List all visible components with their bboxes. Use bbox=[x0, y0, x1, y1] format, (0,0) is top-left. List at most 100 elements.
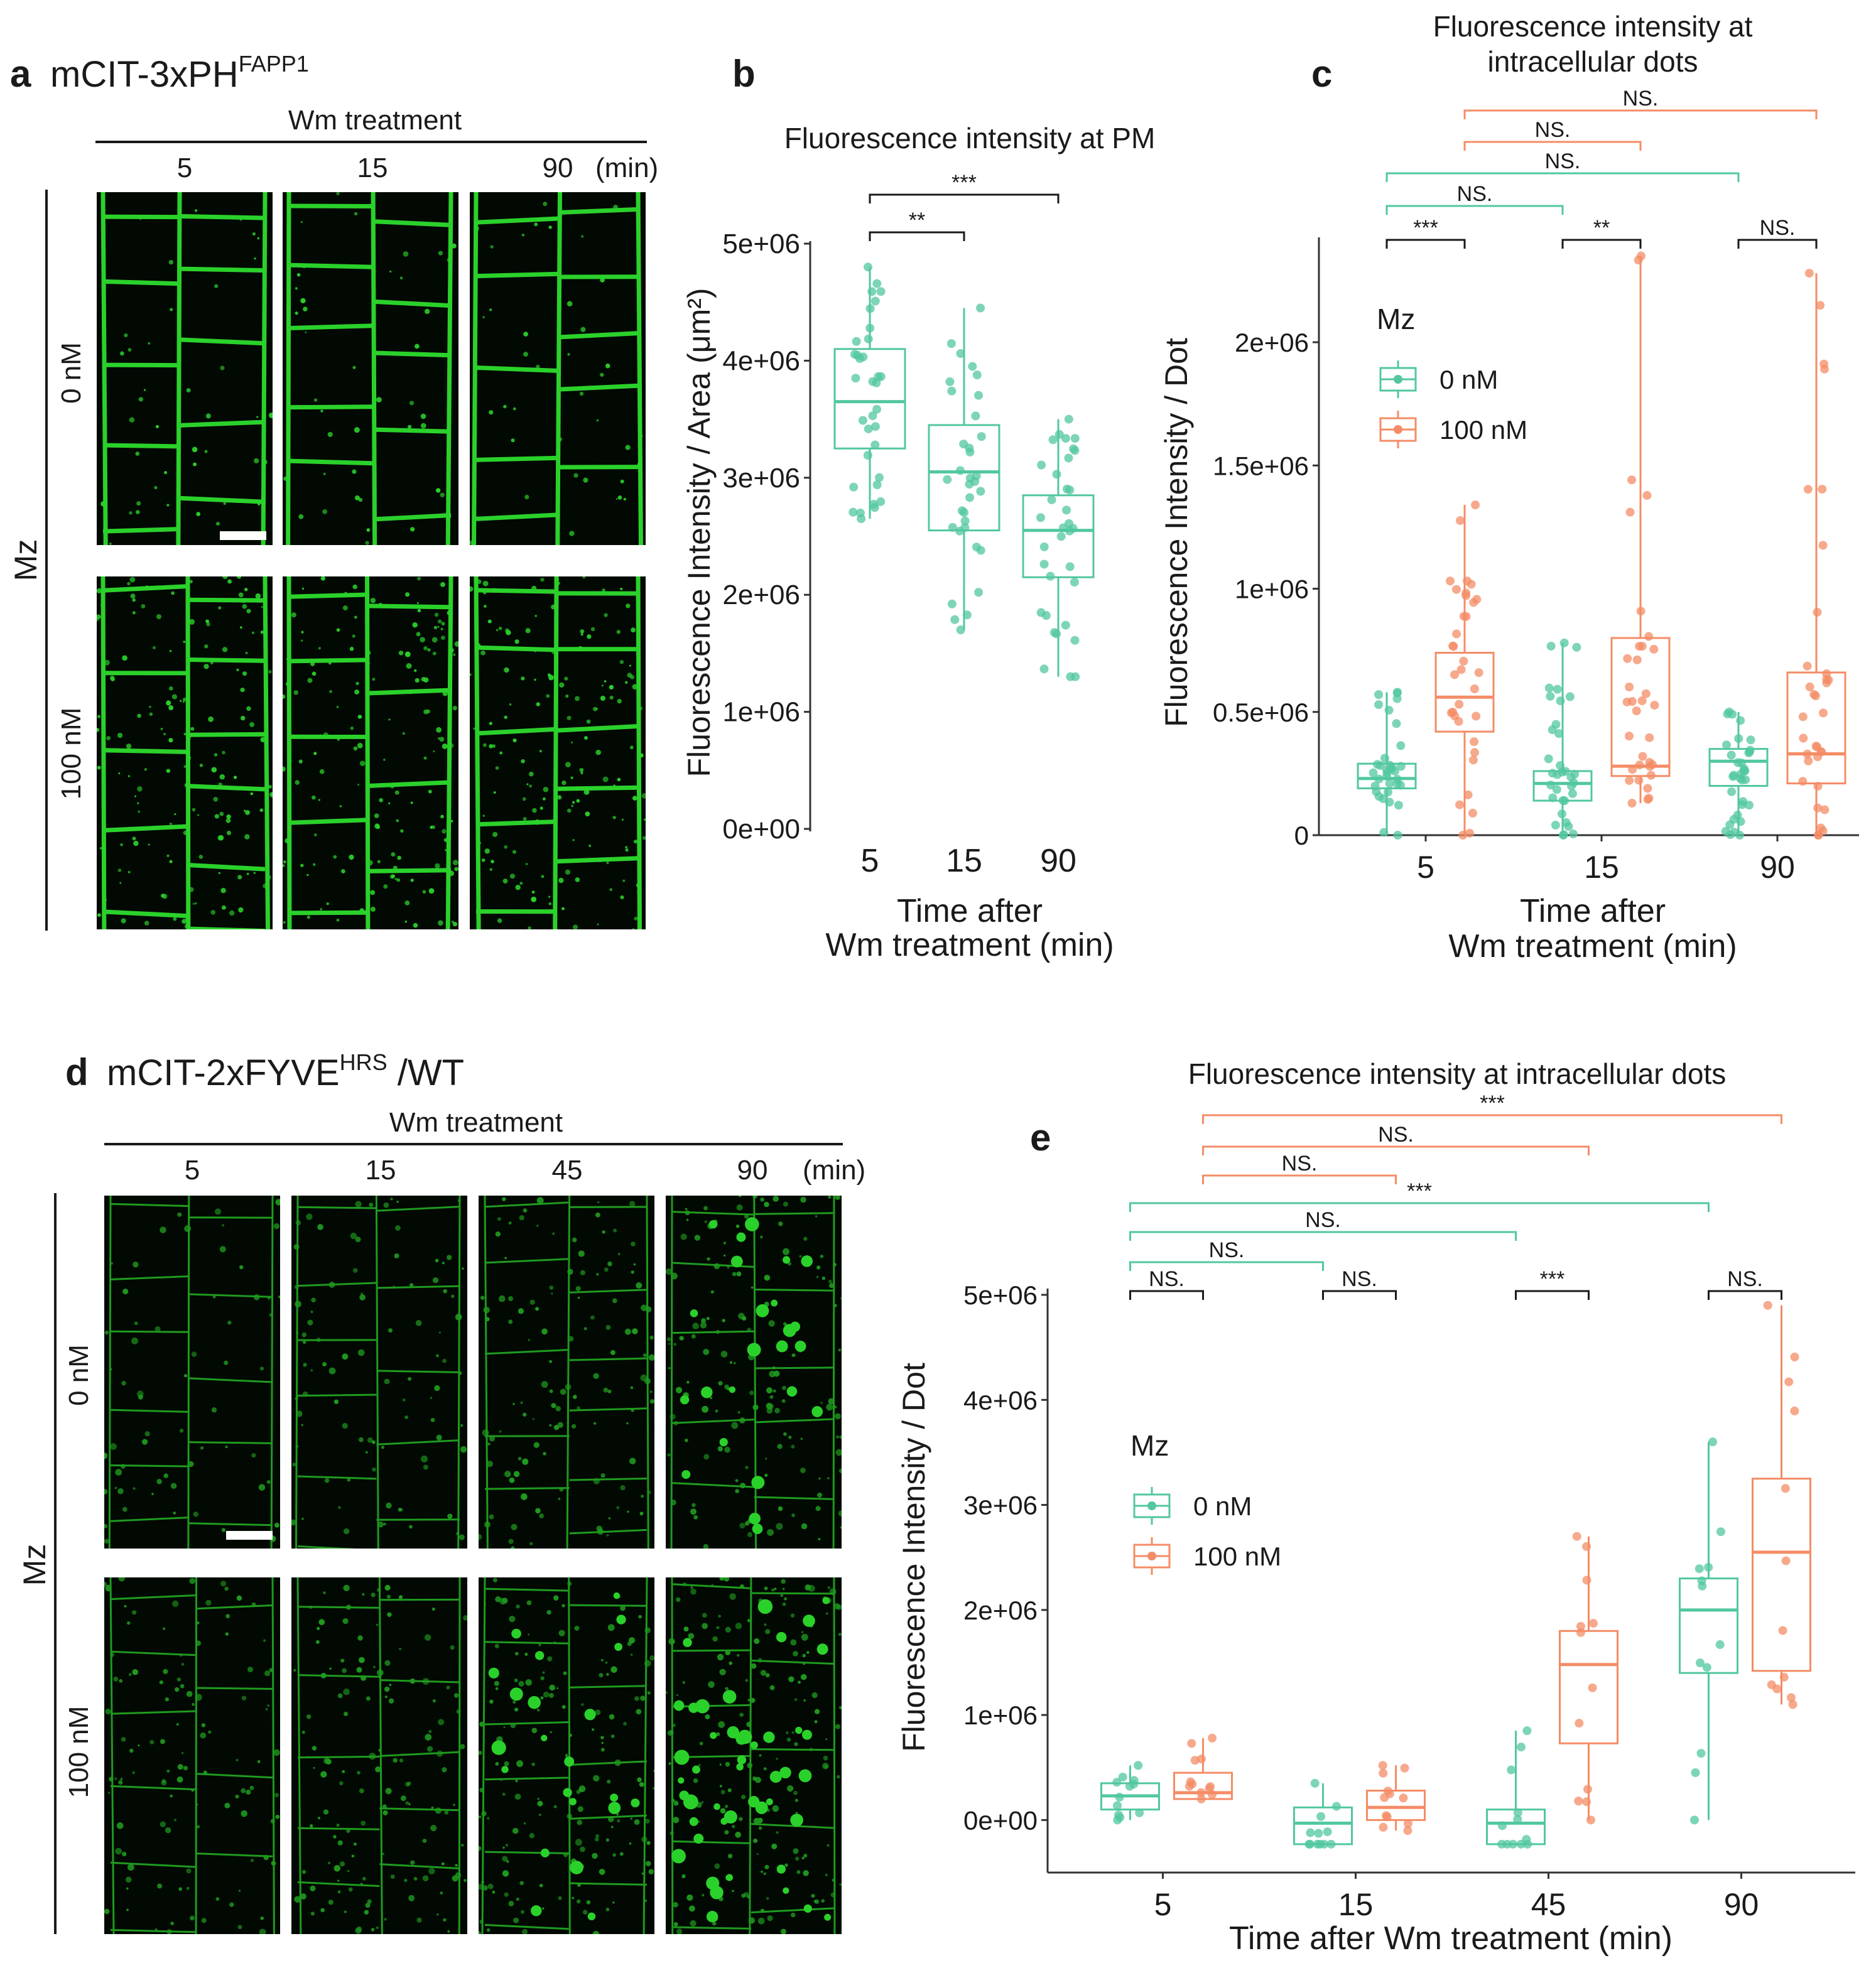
data-point bbox=[870, 296, 880, 306]
significance-label: ** bbox=[909, 208, 925, 232]
micrograph-dot bbox=[354, 427, 360, 433]
micrograph-dot bbox=[296, 273, 301, 277]
micrograph-dot bbox=[617, 1253, 621, 1255]
micrograph-dot bbox=[579, 391, 584, 396]
micrograph-dot bbox=[114, 1777, 117, 1780]
micrograph-dot bbox=[725, 1687, 729, 1691]
micrograph-dot bbox=[130, 593, 136, 599]
micrograph-dot bbox=[732, 1272, 737, 1277]
panel-d-treatment-label: Wm treatment bbox=[389, 1107, 563, 1138]
micrograph-dot bbox=[161, 894, 165, 898]
micrograph-dot bbox=[403, 251, 409, 257]
data-point bbox=[1804, 756, 1813, 765]
micrograph-dot bbox=[482, 814, 485, 817]
micrograph-dot bbox=[524, 1652, 528, 1656]
micrograph-dot bbox=[433, 625, 438, 630]
micrograph-dot bbox=[104, 1489, 108, 1495]
micrograph-dot bbox=[283, 766, 286, 772]
micrograph-dot bbox=[824, 1765, 828, 1769]
micrograph-dot bbox=[203, 664, 209, 669]
micrograph-large-dot bbox=[790, 1814, 803, 1827]
micrograph-dot bbox=[186, 1886, 190, 1890]
micrograph-dot bbox=[647, 1490, 651, 1495]
micrograph-dot bbox=[588, 844, 592, 847]
micrograph-dot bbox=[703, 1348, 710, 1355]
micrograph-dot bbox=[163, 732, 166, 735]
data-point bbox=[1727, 787, 1737, 796]
micrograph-cell-wall bbox=[296, 1577, 302, 1934]
micrograph-dot bbox=[534, 678, 536, 681]
micrograph-dot bbox=[408, 1803, 411, 1805]
micrograph-dot bbox=[181, 1752, 184, 1754]
micrograph-cell-wall bbox=[372, 299, 452, 308]
micrograph-dot bbox=[370, 890, 376, 895]
micrograph-dot bbox=[603, 1387, 609, 1393]
micrograph-dot bbox=[268, 412, 273, 418]
micrograph-dot bbox=[430, 1825, 437, 1832]
micrograph-dot bbox=[103, 819, 106, 822]
micrograph-dot bbox=[502, 879, 508, 884]
data-point bbox=[1738, 800, 1747, 809]
data-point bbox=[1382, 768, 1392, 777]
data-point bbox=[1393, 831, 1402, 840]
y-tick-label: 4e+06 bbox=[722, 345, 800, 376]
micrograph-dot bbox=[240, 626, 242, 629]
micrograph-cell-wall bbox=[568, 1760, 648, 1766]
micrograph-dot bbox=[607, 1816, 614, 1822]
micrograph-dot bbox=[491, 860, 494, 863]
micrograph-dot bbox=[644, 1627, 651, 1633]
micrograph-dot bbox=[548, 225, 552, 229]
micrograph-dot bbox=[593, 1775, 600, 1781]
micrograph-dot bbox=[551, 604, 556, 610]
micrograph-dot bbox=[739, 1817, 743, 1821]
micrograph-dot bbox=[595, 708, 598, 710]
micrograph-dot bbox=[484, 605, 487, 608]
micrograph-dot bbox=[184, 782, 190, 788]
micrograph-dot bbox=[460, 1446, 467, 1453]
data-point bbox=[864, 334, 873, 343]
micrograph-dot bbox=[448, 870, 455, 877]
micrograph-dot bbox=[602, 776, 609, 782]
micrograph-dot bbox=[104, 1581, 107, 1587]
micrograph-dot bbox=[514, 639, 519, 644]
data-point bbox=[1115, 1792, 1124, 1802]
micrograph-dot bbox=[182, 919, 187, 924]
micrograph-dot bbox=[794, 1742, 798, 1746]
micrograph-cell-wall bbox=[475, 645, 557, 652]
micrograph-dot bbox=[412, 622, 418, 628]
micrograph-dot bbox=[186, 388, 191, 393]
micrograph-dot bbox=[254, 458, 259, 463]
micrograph-dot bbox=[769, 1395, 774, 1399]
micrograph-large-dot bbox=[610, 1793, 619, 1802]
micrograph-dot bbox=[326, 902, 329, 906]
micrograph-large-dot bbox=[824, 1913, 832, 1921]
micrograph-dot bbox=[375, 1766, 381, 1773]
micrograph-dot bbox=[229, 1902, 234, 1907]
micrograph-dot bbox=[521, 676, 525, 681]
micrograph-dot bbox=[561, 907, 565, 911]
micrograph-dot bbox=[704, 1220, 707, 1223]
micrograph-dot bbox=[352, 365, 356, 369]
micrograph-dot bbox=[172, 1600, 179, 1607]
micrograph-large-dot bbox=[776, 1631, 787, 1643]
micrograph-dot bbox=[629, 1201, 636, 1207]
micrograph-dot bbox=[149, 712, 153, 716]
micrograph-dot bbox=[422, 1875, 429, 1882]
micrograph-dot bbox=[149, 705, 151, 708]
micrograph-dot bbox=[404, 1879, 408, 1883]
micrograph-dot bbox=[489, 410, 494, 415]
micrograph-large-dot bbox=[722, 1690, 737, 1704]
micrograph-dot bbox=[489, 1435, 496, 1442]
micrograph-dot bbox=[793, 1790, 798, 1795]
data-point bbox=[1516, 1743, 1526, 1752]
micrograph-dot bbox=[539, 806, 543, 810]
micrograph-cell-wall bbox=[475, 271, 560, 279]
micrograph-large-dot bbox=[569, 1798, 577, 1805]
micrograph-cell-wall bbox=[288, 592, 367, 599]
micrograph-dot bbox=[489, 868, 492, 871]
data-point bbox=[1734, 734, 1743, 743]
micrograph-dot bbox=[715, 1329, 720, 1334]
micrograph-dot bbox=[531, 896, 537, 902]
micrograph-dot bbox=[637, 433, 643, 439]
micrograph-dot bbox=[549, 1424, 552, 1427]
